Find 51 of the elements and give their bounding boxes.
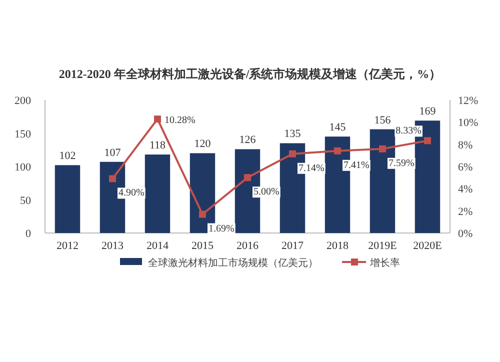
x-tick-label: 2017: [282, 240, 304, 252]
y2-tick-label: 12%: [458, 95, 478, 107]
x-tick-label: 2019E: [368, 240, 398, 252]
data-label: 8.33%: [396, 126, 422, 137]
point: [334, 147, 341, 154]
point: [109, 175, 116, 182]
y-tick-label: 50: [20, 194, 32, 207]
data-label: 1.69%: [208, 223, 234, 234]
data-label: 169: [419, 106, 436, 118]
y2-tick-label: 0%: [458, 228, 473, 240]
point: [289, 150, 296, 158]
data-label: 145: [329, 122, 346, 134]
y2-tick-label: 10%: [458, 117, 478, 130]
data-label: 4.90%: [118, 188, 144, 199]
y-tick-label: 200: [14, 95, 32, 107]
x-tick-label: 2018: [326, 240, 349, 252]
point: [199, 210, 206, 218]
legend-label: 全球激光材料加工市场规模（亿美元）: [148, 257, 318, 269]
y-tick-label: 100: [14, 162, 32, 174]
point: [379, 145, 386, 152]
chart-title: 2012-2020 年全球材料加工激光设备/系统市场规模及增速（亿美元，%）: [58, 67, 442, 81]
data-label: 120: [194, 138, 212, 150]
bar: [144, 154, 170, 233]
y2-tick-label: 4%: [458, 184, 473, 196]
x-tick-label: 2015: [192, 240, 214, 252]
data-label: 7.41%: [344, 160, 370, 171]
data-label: 7.59%: [388, 158, 414, 169]
bar: [54, 165, 80, 233]
data-label: 5.00%: [254, 186, 280, 198]
y2-tick-label: 6%: [458, 162, 473, 174]
x-tick-label: 2016: [236, 240, 259, 252]
data-label: 107: [104, 146, 122, 159]
x-tick-label: 2014: [146, 240, 169, 252]
x-tick-label: 2012: [56, 240, 78, 252]
data-label: 10.28%: [164, 115, 196, 126]
x-tick-label: 2013: [102, 240, 124, 252]
y-tick-label: 150: [14, 128, 32, 140]
y2-tick-label: 2%: [458, 206, 473, 218]
data-label: 126: [239, 134, 256, 146]
data-label: 156: [374, 114, 392, 126]
data-label: 102: [59, 150, 76, 162]
y2-tick-label: 8%: [458, 139, 473, 152]
point: [154, 116, 161, 123]
x-tick-label: 2020E: [413, 240, 442, 252]
data-label: 7.14%: [298, 162, 324, 174]
data-label: 135: [284, 128, 302, 140]
legend-label: 增长率: [369, 257, 400, 269]
y-tick-label: 0: [26, 228, 32, 240]
point: [244, 174, 251, 182]
point: [424, 137, 431, 144]
data-label: 118: [149, 140, 166, 152]
